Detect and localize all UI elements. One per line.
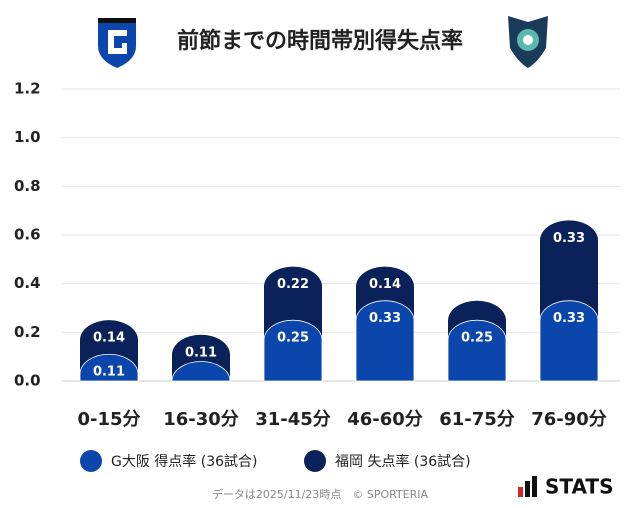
legend-swatch: [304, 450, 326, 472]
bar-segment: [79, 353, 139, 382]
y-tick-label: 0.6: [14, 226, 41, 244]
x-tick-label: 16-30分: [163, 409, 239, 430]
value-label: 0.33: [369, 311, 401, 326]
value-label: 0.33: [553, 231, 585, 246]
brand-logo: [518, 476, 537, 497]
bar-segment: [171, 361, 231, 382]
legend-label: G大阪 得点率 (36試合): [111, 453, 258, 470]
value-label: 0.11: [185, 345, 217, 360]
chart-title: 前節までの時間帯別得失点率: [177, 28, 463, 54]
value-label: 0.33: [553, 311, 585, 326]
x-tick-label: 46-60分: [347, 409, 423, 430]
value-label: 0.14: [93, 331, 125, 346]
away-logo: [508, 16, 548, 68]
home-logo: [98, 18, 136, 68]
x-tick-label: 0-15分: [77, 409, 140, 430]
bar-segment: [447, 319, 507, 382]
legend-label: 福岡 失点率 (36試合): [335, 453, 471, 470]
value-label: 0.22: [277, 277, 309, 292]
x-tick-label: 61-75分: [439, 409, 515, 430]
x-tick-label: 76-90分: [531, 409, 607, 430]
y-tick-label: 1.0: [14, 128, 41, 146]
value-label: 0.25: [277, 331, 309, 346]
bar-segment: [540, 220, 598, 321]
y-tick-label: 0.2: [14, 323, 41, 341]
legend-swatch: [80, 450, 102, 472]
y-tick-label: 0.4: [14, 274, 41, 292]
brand: STATS: [545, 475, 613, 499]
value-label: 0.14: [369, 277, 401, 292]
bar-segment: [263, 319, 323, 382]
bar-segment: [539, 300, 599, 382]
footer-note: データは2025/11/23時点 © SPORTERIA: [212, 487, 429, 501]
x-tick-label: 31-45分: [255, 409, 331, 430]
bar-segment: [264, 266, 322, 341]
y-tick-label: 0.8: [14, 177, 41, 195]
y-tick-label: 1.2: [14, 80, 41, 98]
bar-segment: [355, 300, 415, 382]
y-tick-label: 0.0: [14, 372, 41, 390]
value-label: 0.11: [93, 365, 125, 380]
value-label: 0.25: [461, 331, 493, 346]
